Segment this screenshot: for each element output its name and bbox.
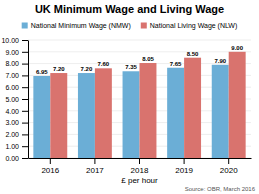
y-axis: 0.00 1.00 2.00 3.00 4.00 5.00 6.00 7.00 8.00 9.00… — [1, 37, 28, 162]
data-label: 7.60 — [98, 61, 110, 67]
x-tick-mark — [228, 158, 229, 164]
x-tick-mark — [139, 158, 140, 164]
x-tick-mark — [50, 158, 51, 164]
y-tick-mark — [22, 134, 28, 135]
x-axis: 2016 2017 2018 2019 2020 — [29, 158, 252, 175]
y-tick-mark — [22, 40, 28, 41]
x-tick-label: 2020 — [220, 166, 238, 175]
x-tick: 2019 — [175, 158, 193, 175]
data-label: 9.00 — [231, 45, 243, 51]
y-tick-mark — [22, 111, 28, 112]
y-tick: 10.00 — [1, 37, 28, 44]
y-tick-mark — [22, 87, 28, 88]
x-tick-mark — [184, 158, 185, 164]
x-tick: 2018 — [131, 158, 149, 175]
y-tick-mark — [22, 146, 28, 147]
bar — [50, 73, 67, 158]
x-tick-label: 2018 — [131, 166, 149, 175]
y-tick-label: 10.00 — [1, 37, 19, 44]
bar — [78, 73, 95, 158]
data-label: 8.50 — [187, 51, 199, 57]
legend-label: National Minimum Wage (NMW) — [31, 22, 131, 30]
y-tick-mark — [22, 99, 28, 100]
data-label: 7.20 — [53, 66, 65, 72]
legend: National Minimum Wage (NMW) National Livi… — [22, 22, 238, 30]
y-tick-mark — [22, 52, 28, 53]
bar — [140, 63, 157, 158]
y-tick-mark — [22, 75, 28, 76]
y-tick-label: 9.00 — [5, 49, 19, 56]
y-tick: 0.00 — [5, 155, 28, 162]
data-label: 6.95 — [36, 69, 48, 75]
x-axis-title: £ per hour — [121, 176, 158, 185]
bar — [229, 52, 246, 158]
legend-label: National Living Wage (NLW) — [150, 22, 238, 30]
y-tick-label: 0.00 — [5, 155, 19, 162]
y-tick-label: 8.00 — [5, 60, 19, 67]
y-tick: 2.00 — [5, 131, 28, 138]
bar — [95, 68, 112, 158]
data-label: 7.35 — [125, 64, 137, 70]
y-tick-label: 1.00 — [5, 143, 19, 150]
bar — [212, 65, 229, 158]
y-tick-label: 7.00 — [5, 72, 19, 79]
data-label: 8.05 — [142, 56, 154, 62]
bar — [33, 76, 50, 158]
legend-item: National Minimum Wage (NMW) — [22, 22, 131, 30]
y-tick: 1.00 — [5, 143, 28, 150]
y-tick-mark — [22, 64, 28, 65]
y-tick-label: 6.00 — [5, 84, 19, 91]
data-label: 7.20 — [81, 66, 93, 72]
data-labels: 6.95 7.20 7.35 7.65 7.90 7.20 7.60 8.05 8.50 9.00 — [36, 45, 244, 75]
x-tick-label: 2017 — [86, 166, 104, 175]
data-label: 7.90 — [214, 58, 226, 64]
legend-swatch — [141, 23, 147, 29]
x-tick: 2016 — [41, 158, 59, 175]
x-tick: 2017 — [86, 158, 104, 175]
x-tick: 2020 — [220, 158, 238, 175]
y-tick: 6.00 — [5, 84, 28, 91]
grid-line — [28, 51, 251, 52]
grid-line — [28, 40, 251, 41]
y-tick-label: 2.00 — [5, 131, 19, 138]
grid — [28, 40, 251, 158]
y-tick-label: 4.00 — [5, 108, 19, 115]
plot: 6.95 7.20 7.35 7.65 7.90 7.20 7.60 8.05 8.50 9.00… — [1, 37, 251, 175]
data-label: 7.65 — [170, 61, 182, 67]
y-axis-line — [28, 41, 29, 159]
bars — [33, 52, 245, 158]
y-tick: 5.00 — [5, 96, 28, 103]
y-tick: 8.00 — [5, 60, 28, 67]
annotation: Source: OBR, March 2016 — [185, 186, 256, 192]
x-tick-label: 2019 — [175, 166, 193, 175]
y-tick: 3.00 — [5, 119, 28, 126]
y-tick: 9.00 — [5, 49, 28, 56]
bar — [184, 58, 201, 158]
y-tick: 7.00 — [5, 72, 28, 79]
legend-swatch — [22, 23, 28, 29]
legend-item: National Living Wage (NLW) — [141, 22, 238, 30]
bar — [167, 68, 184, 158]
y-tick-mark — [22, 123, 28, 124]
x-tick-label: 2016 — [41, 166, 59, 175]
title: UK Minimum Wage and Living Wage — [35, 3, 224, 15]
chart: UK Minimum Wage and Living Wage 6.95 7.20 7… — [0, 0, 259, 194]
bar-series — [50, 52, 245, 158]
y-tick-label: 3.00 — [5, 119, 19, 126]
y-tick-label: 5.00 — [5, 96, 19, 103]
y-tick-mark — [22, 158, 28, 159]
x-tick-mark — [94, 158, 95, 164]
y-tick: 4.00 — [5, 108, 28, 115]
bar — [123, 71, 140, 158]
